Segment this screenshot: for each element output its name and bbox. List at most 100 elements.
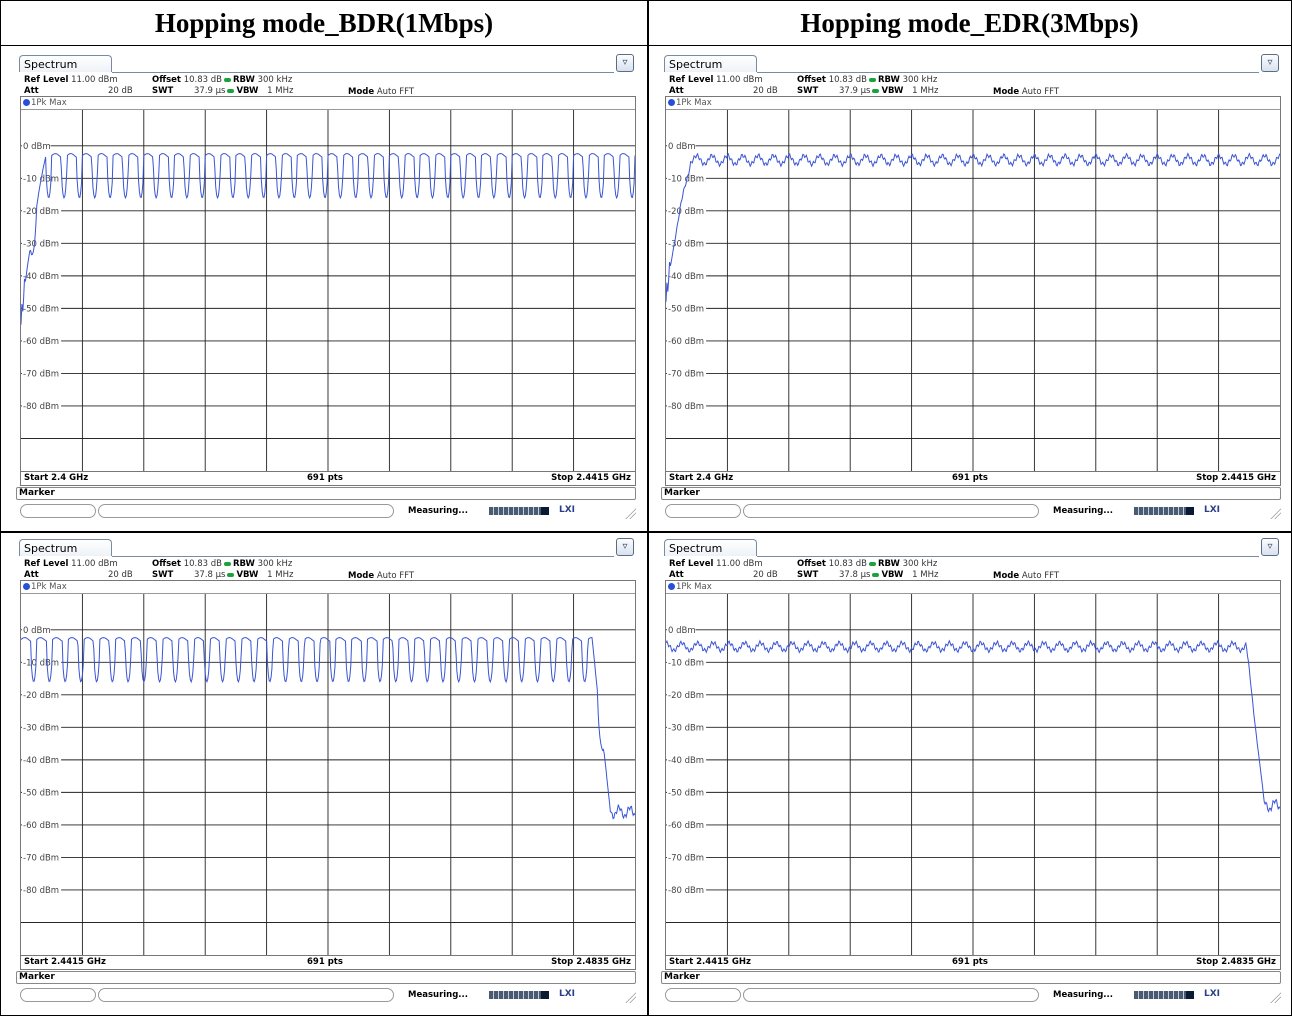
marker-table[interactable]: Marker xyxy=(661,487,1281,500)
spectrum-plot[interactable]: 1Pk Max 0 dBm -10 dBm -20 dBm -30 dBm -40 dB… xyxy=(665,580,1281,956)
vbw-value: 1 MHz xyxy=(267,86,294,96)
measure-progress xyxy=(1134,507,1194,515)
y-tick-label: -70 dBm xyxy=(23,369,59,379)
y-tick-label-bg xyxy=(667,754,707,764)
y-tick-label: -70 dBm xyxy=(668,853,704,863)
y-tick-label: -80 dBm xyxy=(668,886,704,896)
y-tick-label: -20 dBm xyxy=(668,691,704,701)
y-tick-label: -50 dBm xyxy=(23,304,59,314)
table-border-left xyxy=(0,0,1,1016)
trace-label: 1Pk Max xyxy=(31,582,67,592)
plot-footer: Start 2.4415 GHz 691 pts Stop 2.4835 GHz xyxy=(20,956,636,970)
window-menu-icon[interactable]: ▿ xyxy=(1261,54,1279,72)
spectrum-plot[interactable]: 1Pk Max 0 dBm -10 dBm -20 dBm -30 dBm -40 dB… xyxy=(665,96,1281,472)
spectrum-plot[interactable]: 1Pk Max 0 dBm -10 dBm -20 dBm -30 dBm -40 dB… xyxy=(20,580,636,956)
trace-dot-icon xyxy=(23,99,30,106)
y-tick-label: -30 dBm xyxy=(668,723,704,733)
swt-label: SWT xyxy=(797,570,819,580)
marker-table[interactable]: Marker xyxy=(16,971,636,984)
resize-grip-icon[interactable] xyxy=(1269,991,1281,1003)
header-bdr: Hopping mode_BDR(1Mbps) xyxy=(0,0,648,46)
tab-rule xyxy=(112,72,614,73)
y-tick-label: -20 dBm xyxy=(23,207,59,217)
swt-value: 37.9 µs xyxy=(194,86,226,96)
trace-1-line xyxy=(665,639,1281,813)
y-tick-label-bg xyxy=(667,238,707,248)
y-tick-label: 0 dBm xyxy=(668,626,696,636)
status-field-2 xyxy=(98,988,394,1002)
ref-level-value: 11.00 dBm xyxy=(716,75,763,85)
tab-spectrum[interactable]: Spectrum xyxy=(664,539,757,556)
tab-spectrum[interactable]: Spectrum xyxy=(664,55,757,72)
att-value: 20 dB xyxy=(108,86,133,96)
trace-dot-icon xyxy=(23,583,30,590)
resize-grip-icon[interactable] xyxy=(624,507,636,519)
plot-footer: Start 2.4 GHz 691 pts Stop 2.4415 GHz xyxy=(20,472,636,486)
resize-grip-icon[interactable] xyxy=(624,991,636,1003)
offset-label: Offset xyxy=(797,559,826,569)
y-tick-label-bg xyxy=(667,205,707,215)
offset-value: 10.83 dB xyxy=(828,559,867,569)
resize-grip-icon[interactable] xyxy=(1269,507,1281,519)
y-tick-label: -50 dBm xyxy=(23,788,59,798)
rbw-label: RBW xyxy=(877,75,900,85)
mode-value: Auto FFT xyxy=(376,571,415,581)
ref-level-label: Ref Level xyxy=(669,75,714,85)
measure-progress xyxy=(489,991,549,999)
att-value: 20 dB xyxy=(753,86,778,96)
y-tick-label: 0 dBm xyxy=(668,142,696,152)
measuring-label: Measuring... xyxy=(408,506,468,516)
y-tick-label: -30 dBm xyxy=(23,239,59,249)
y-tick-label: -70 dBm xyxy=(668,369,704,379)
window-menu-icon[interactable]: ▿ xyxy=(616,538,634,556)
vbw-value: 1 MHz xyxy=(912,86,939,96)
ref-level-value: 11.00 dBm xyxy=(71,559,118,569)
att-value: 20 dB xyxy=(108,570,133,580)
vbw-value: 1 MHz xyxy=(267,570,294,580)
y-tick-label: -40 dBm xyxy=(668,756,704,766)
offset-label: Offset xyxy=(152,75,181,85)
stop-frequency: Stop 2.4835 GHz xyxy=(551,957,631,967)
spectrum-panel-3: Spectrum ▿ Ref Level 11.00 dBm Att 20 dB… xyxy=(16,535,640,1005)
y-tick-label: -30 dBm xyxy=(23,723,59,733)
header-edr: Hopping mode_EDR(3Mbps) xyxy=(647,0,1292,46)
y-tick-label: -70 dBm xyxy=(23,853,59,863)
marker-table[interactable]: Marker xyxy=(661,971,1281,984)
sweep-points: 691 pts xyxy=(307,473,343,483)
measure-progress xyxy=(489,507,549,515)
ref-level-value: 11.00 dBm xyxy=(716,559,763,569)
coupling-dot-icon xyxy=(872,88,880,93)
swt-label: SWT xyxy=(797,86,819,96)
tab-label: Spectrum xyxy=(24,542,78,555)
stop-frequency: Stop 2.4835 GHz xyxy=(1196,957,1276,967)
y-tick-label-bg xyxy=(667,657,707,667)
tab-spectrum[interactable]: Spectrum xyxy=(19,539,112,556)
rbw-value: 300 kHz xyxy=(257,559,293,569)
vbw-label: VBW xyxy=(881,570,904,580)
trace-bar: 1Pk Max xyxy=(21,97,635,110)
marker-label: Marker xyxy=(19,488,55,498)
status-bar: Measuring... LXI xyxy=(661,987,1285,1004)
status-bar: Measuring... LXI xyxy=(16,503,640,520)
spectrum-panel-4: Spectrum ▿ Ref Level 11.00 dBm Att 20 dB… xyxy=(661,535,1285,1005)
marker-table[interactable]: Marker xyxy=(16,487,636,500)
measuring-label: Measuring... xyxy=(1053,990,1113,1000)
y-tick-label-bg xyxy=(667,140,696,150)
trace-bar: 1Pk Max xyxy=(666,97,1280,110)
y-tick-label: -40 dBm xyxy=(668,272,704,282)
mode-label: Mode xyxy=(993,571,1020,581)
y-tick-label-bg xyxy=(667,624,696,634)
y-tick-label-bg xyxy=(667,689,707,699)
offset-value: 10.83 dB xyxy=(828,75,867,85)
offset-label: Offset xyxy=(152,559,181,569)
y-tick-label: -80 dBm xyxy=(668,402,704,412)
status-field-2 xyxy=(743,504,1039,518)
offset-value: 10.83 dB xyxy=(183,75,222,85)
spectrum-plot[interactable]: 1Pk Max 0 dBm -10 dBm -20 dBm -30 dBm -40 dB… xyxy=(20,96,636,472)
window-menu-icon[interactable]: ▿ xyxy=(616,54,634,72)
status-field-1 xyxy=(20,988,96,1002)
plot-area: 0 dBm -10 dBm -20 dBm -30 dBm -40 dBm -50 dBm… xyxy=(665,110,1281,471)
y-tick-label: -10 dBm xyxy=(668,174,704,184)
tab-spectrum[interactable]: Spectrum xyxy=(19,55,112,72)
window-menu-icon[interactable]: ▿ xyxy=(1261,538,1279,556)
